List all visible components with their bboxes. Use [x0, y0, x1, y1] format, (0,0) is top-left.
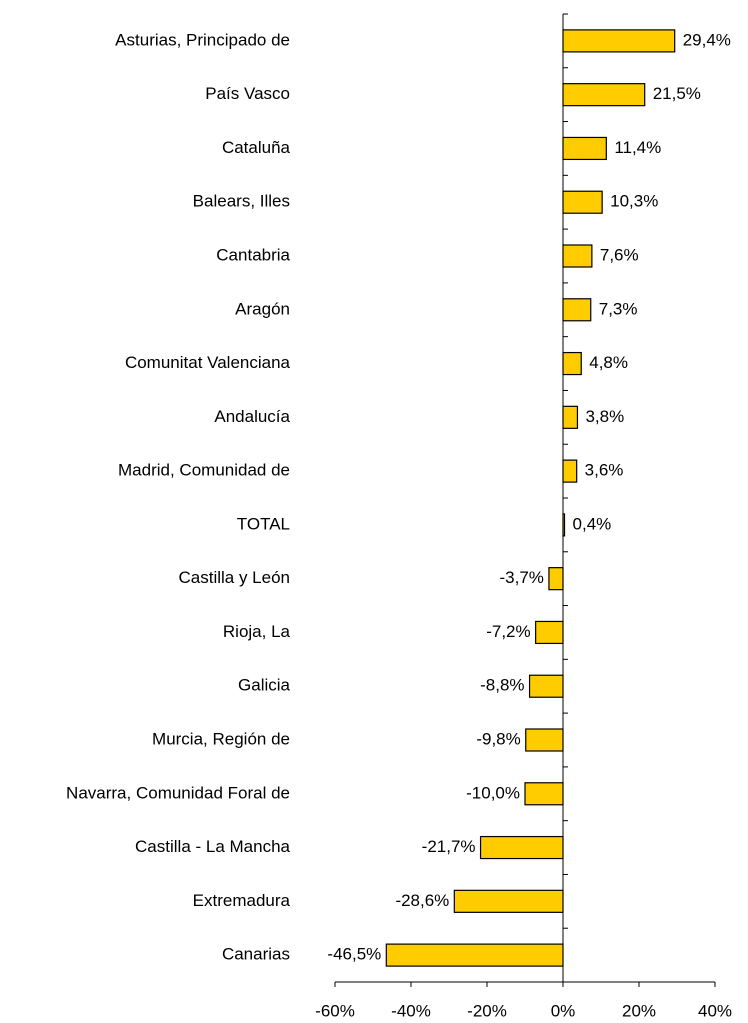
bar: [453, 889, 564, 913]
bar: [479, 835, 564, 860]
category-label: Madrid, Comunidad de: [118, 461, 290, 480]
bar: [562, 351, 582, 376]
value-label: -3,7%: [500, 568, 544, 587]
bar: [562, 405, 579, 429]
category-label: Aragón: [235, 299, 290, 318]
category-label: Andalucía: [214, 407, 290, 426]
value-label: 0,4%: [573, 514, 612, 533]
value-label: 7,3%: [599, 299, 638, 318]
value-label: -28,6%: [395, 891, 449, 910]
x-tick-label: -60%: [315, 1001, 355, 1020]
value-label: -9,8%: [476, 729, 520, 748]
bar: [385, 943, 564, 967]
bar: [535, 620, 564, 645]
category-label: Murcia, Región de: [152, 729, 290, 748]
category-label: Castilla y León: [178, 568, 290, 587]
category-label: Rioja, La: [223, 622, 291, 641]
x-tick-label: -20%: [467, 1001, 507, 1020]
value-label: 7,6%: [600, 245, 639, 264]
bar: [525, 728, 564, 752]
bar: [562, 136, 607, 161]
category-label: Galicia: [238, 676, 291, 695]
category-label: Canarias: [222, 945, 290, 964]
value-label: -7,2%: [486, 622, 530, 641]
category-label: Asturias, Principado de: [115, 30, 290, 49]
bar: [562, 244, 593, 268]
category-label: Castilla - La Mancha: [135, 837, 291, 856]
bar: [562, 29, 676, 53]
bar: [528, 674, 564, 698]
x-tick-label: 40%: [698, 1001, 732, 1020]
value-label: -8,8%: [480, 676, 524, 695]
value-label: 3,6%: [585, 461, 624, 480]
bar: [562, 190, 603, 214]
bar: [562, 83, 646, 107]
value-label: 4,8%: [589, 353, 628, 372]
bar: [524, 782, 564, 806]
value-label: -21,7%: [422, 837, 476, 856]
value-label: 11,4%: [614, 138, 661, 157]
x-tick-label: 20%: [622, 1001, 656, 1020]
bar: [562, 513, 566, 537]
x-tick-label: -40%: [391, 1001, 431, 1020]
category-label: Cataluña: [222, 138, 291, 157]
value-label: -10,0%: [466, 783, 520, 802]
value-label: 10,3%: [610, 192, 658, 211]
category-label: TOTAL: [237, 514, 290, 533]
bar: [562, 459, 578, 483]
category-label: Balears, Illes: [193, 192, 290, 211]
category-label: Comunitat Valenciana: [125, 353, 291, 372]
value-label: 29,4%: [683, 30, 731, 49]
bar: [562, 298, 592, 322]
x-tick-label: 0%: [551, 1001, 576, 1020]
category-label: Cantabria: [216, 245, 290, 264]
bar: [548, 567, 564, 591]
value-label: 21,5%: [653, 84, 701, 103]
category-label: Navarra, Comunidad Foral de: [66, 783, 290, 802]
category-label: Extremadura: [193, 891, 291, 910]
value-label: 3,8%: [585, 407, 624, 426]
value-label: -46,5%: [327, 945, 381, 964]
category-label: País Vasco: [205, 84, 290, 103]
